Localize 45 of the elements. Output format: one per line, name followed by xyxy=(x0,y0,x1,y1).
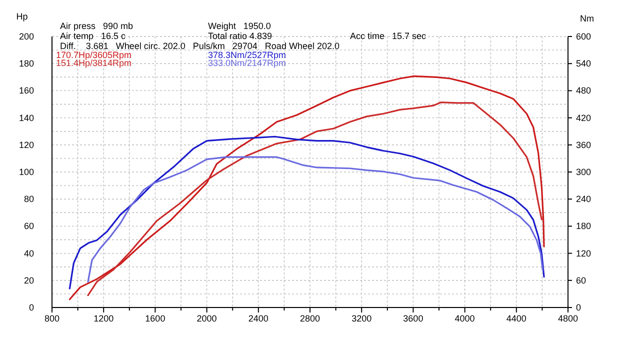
x-tick-label: 3600 xyxy=(403,314,424,324)
x-tick-label: 3200 xyxy=(352,314,372,324)
x-tick-label: 4000 xyxy=(454,314,475,324)
text: 170.7Hp/3605Rpm xyxy=(56,50,132,60)
x-tick-label: 1600 xyxy=(145,314,166,324)
y-tick-label: 20 xyxy=(24,275,34,286)
y-tick-label: 100 xyxy=(18,167,34,177)
y2-tick-label: 540 xyxy=(576,58,592,69)
annotation: Total ratio 4.839 xyxy=(208,31,272,41)
x-tick-label: 2800 xyxy=(300,314,320,324)
y2-tick-label: 0 xyxy=(576,302,582,312)
y2-tick-label: 60 xyxy=(576,275,586,286)
y-tick-label: 120 xyxy=(18,140,34,150)
annotation: Air temp 16.5 c xyxy=(60,31,126,41)
x-tick-label: 4400 xyxy=(506,314,526,324)
annotation: Acc time 15.7 sec xyxy=(350,31,427,41)
text: 378.3Nm/2527Rpm xyxy=(208,50,286,60)
y-tick-label: 200 xyxy=(18,32,34,42)
text: 151.4Hp/3814Rpm xyxy=(56,58,132,68)
text: Air press 990 mb xyxy=(60,21,134,31)
y2-tick-label: 420 xyxy=(576,112,592,123)
y2-tick-label: 180 xyxy=(576,221,592,232)
y-tick-label: 160 xyxy=(18,86,34,96)
y2-tick-label: 480 xyxy=(576,86,592,96)
y-tick-label: 140 xyxy=(18,112,34,123)
y2-tick-label: 240 xyxy=(576,194,592,204)
x-tick-label: 2000 xyxy=(196,314,217,324)
y2-tick-label: 120 xyxy=(576,248,592,258)
x-tick-label: 800 xyxy=(44,314,60,324)
annotation: Diff. 3.681 Wheel circ. 202.0 Puls/km 29704 Road Wheel 202.0 xyxy=(60,41,340,51)
text: 333.0Nm/2147Rpm xyxy=(208,58,286,68)
y-tick-label: 60 xyxy=(24,221,34,232)
x-tick-label: 2400 xyxy=(248,314,268,324)
y-axis-title: Hp xyxy=(16,12,28,22)
y2-tick-label: 360 xyxy=(576,140,592,150)
y2-tick-label: 600 xyxy=(576,32,592,42)
y2-tick-label: 300 xyxy=(576,167,592,177)
x-tick-label: 4800 xyxy=(558,314,578,324)
y-tick-label: 40 xyxy=(24,248,34,258)
text: Weight 1950.0 xyxy=(208,21,271,31)
y-tick-label: 80 xyxy=(24,194,34,204)
y-tick-label: 180 xyxy=(18,58,34,69)
x-tick-label: 1200 xyxy=(94,314,114,324)
y2-axis-title: Nm xyxy=(580,14,594,24)
y-tick-label: 0 xyxy=(28,302,34,312)
